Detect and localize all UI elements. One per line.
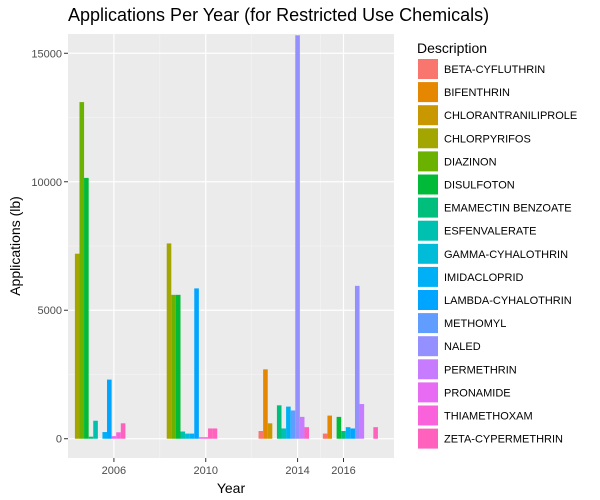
legend-label: DIAZINON [444,156,497,168]
legend-key [418,359,438,380]
legend-label: EMAMECTIN BENZOATE [444,203,572,215]
legend-key [418,128,438,149]
chart-title: Applications Per Year (for Restricted Us… [68,5,489,25]
bar [373,427,378,439]
legend-key [418,382,438,403]
bar [120,423,126,439]
bar [88,436,94,439]
x-axis-title: Year [217,480,246,496]
bar [171,294,176,439]
bar [74,253,80,439]
legend-label: ESFENVALERATE [444,226,537,238]
legend-key [418,266,438,287]
bar [341,431,346,439]
legend-label: CHLORANTRANILIPROLE [444,110,577,122]
x-tick-label: 2014 [285,465,309,477]
x-tick-label: 2016 [331,465,355,477]
legend-label: CHLORPYRIFOS [444,133,531,145]
bar [281,428,287,439]
legend-label: PRONAMIDE [444,387,511,399]
legend-label: IMIDACLOPRID [444,272,524,284]
bar [175,294,181,439]
legend-label: BETA-CYFLUTHRIN [444,64,545,76]
bar [276,405,282,439]
legend-key [418,336,438,357]
bar [354,285,360,439]
legend-label: DISULFOTON [444,180,515,192]
y-tick-label: 5000 [38,305,62,317]
bar [93,420,98,439]
legend-key [418,405,438,426]
bar [79,102,85,439]
legend-key [418,220,438,241]
legend-label: ZETA-CYPERMETHRIN [444,434,563,446]
x-tick-label: 2010 [194,465,218,477]
legend-key [418,151,438,172]
bar [166,243,172,439]
legend-label: THIAMETHOXAM [444,411,533,423]
bar [212,428,218,439]
legend-key [418,59,438,79]
bar [180,431,186,439]
x-tick-label: 2006 [102,465,126,477]
legend-label: NALED [444,341,481,353]
plot-panel [68,34,394,458]
bar [299,416,305,439]
legend-key [418,82,438,103]
bar [107,379,112,439]
legend-key [418,428,438,449]
legend-title: Description [417,40,487,56]
legend-label: METHOMYL [444,318,506,330]
y-tick-label: 10000 [31,177,62,189]
legend-label: LAMBDA-CYHALOTHRIN [444,295,572,307]
legend-key [418,105,438,126]
bar [111,436,117,439]
legend-label: PERMETHRIN [444,364,517,376]
legend-key [418,243,438,264]
bar [258,431,264,439]
bar [102,432,108,439]
bar [203,437,209,439]
bar [336,416,342,439]
y-axis: 0 5000 10000 15000 [31,48,68,446]
legend-key [418,290,438,310]
bar [286,406,291,439]
bar [185,433,190,439]
legend: Description BETA-CYFLUTHRIN BIFENTHRIN CHL… [417,40,577,449]
bar [267,423,273,439]
bar [327,415,333,439]
y-tick-label: 0 [56,434,62,446]
legend-key [418,313,438,334]
x-axis: 2006 2010 2014 2016 [102,458,356,477]
bar [304,427,310,439]
legend-items: BETA-CYFLUTHRIN BIFENTHRIN CHLORANTRANILIP… [418,59,577,449]
y-tick-label: 15000 [31,48,62,60]
bar [350,428,355,439]
bar [194,288,199,439]
y-axis-title: Applications (lb) [7,196,23,296]
bar [198,437,204,439]
bar [295,35,300,439]
bars [74,35,378,439]
bar [189,433,195,439]
legend-label: GAMMA-CYHALOTHRIN [444,249,568,261]
minor-gridlines [68,34,394,458]
bar [116,432,121,439]
bar [345,427,351,439]
legend-key [418,197,438,218]
bar [359,404,365,439]
bar [322,433,328,439]
legend-label: BIFENTHRIN [444,87,510,99]
bar [290,410,296,439]
legend-key [418,174,438,195]
bar [263,369,268,439]
bar [208,428,213,439]
bar [84,177,89,439]
